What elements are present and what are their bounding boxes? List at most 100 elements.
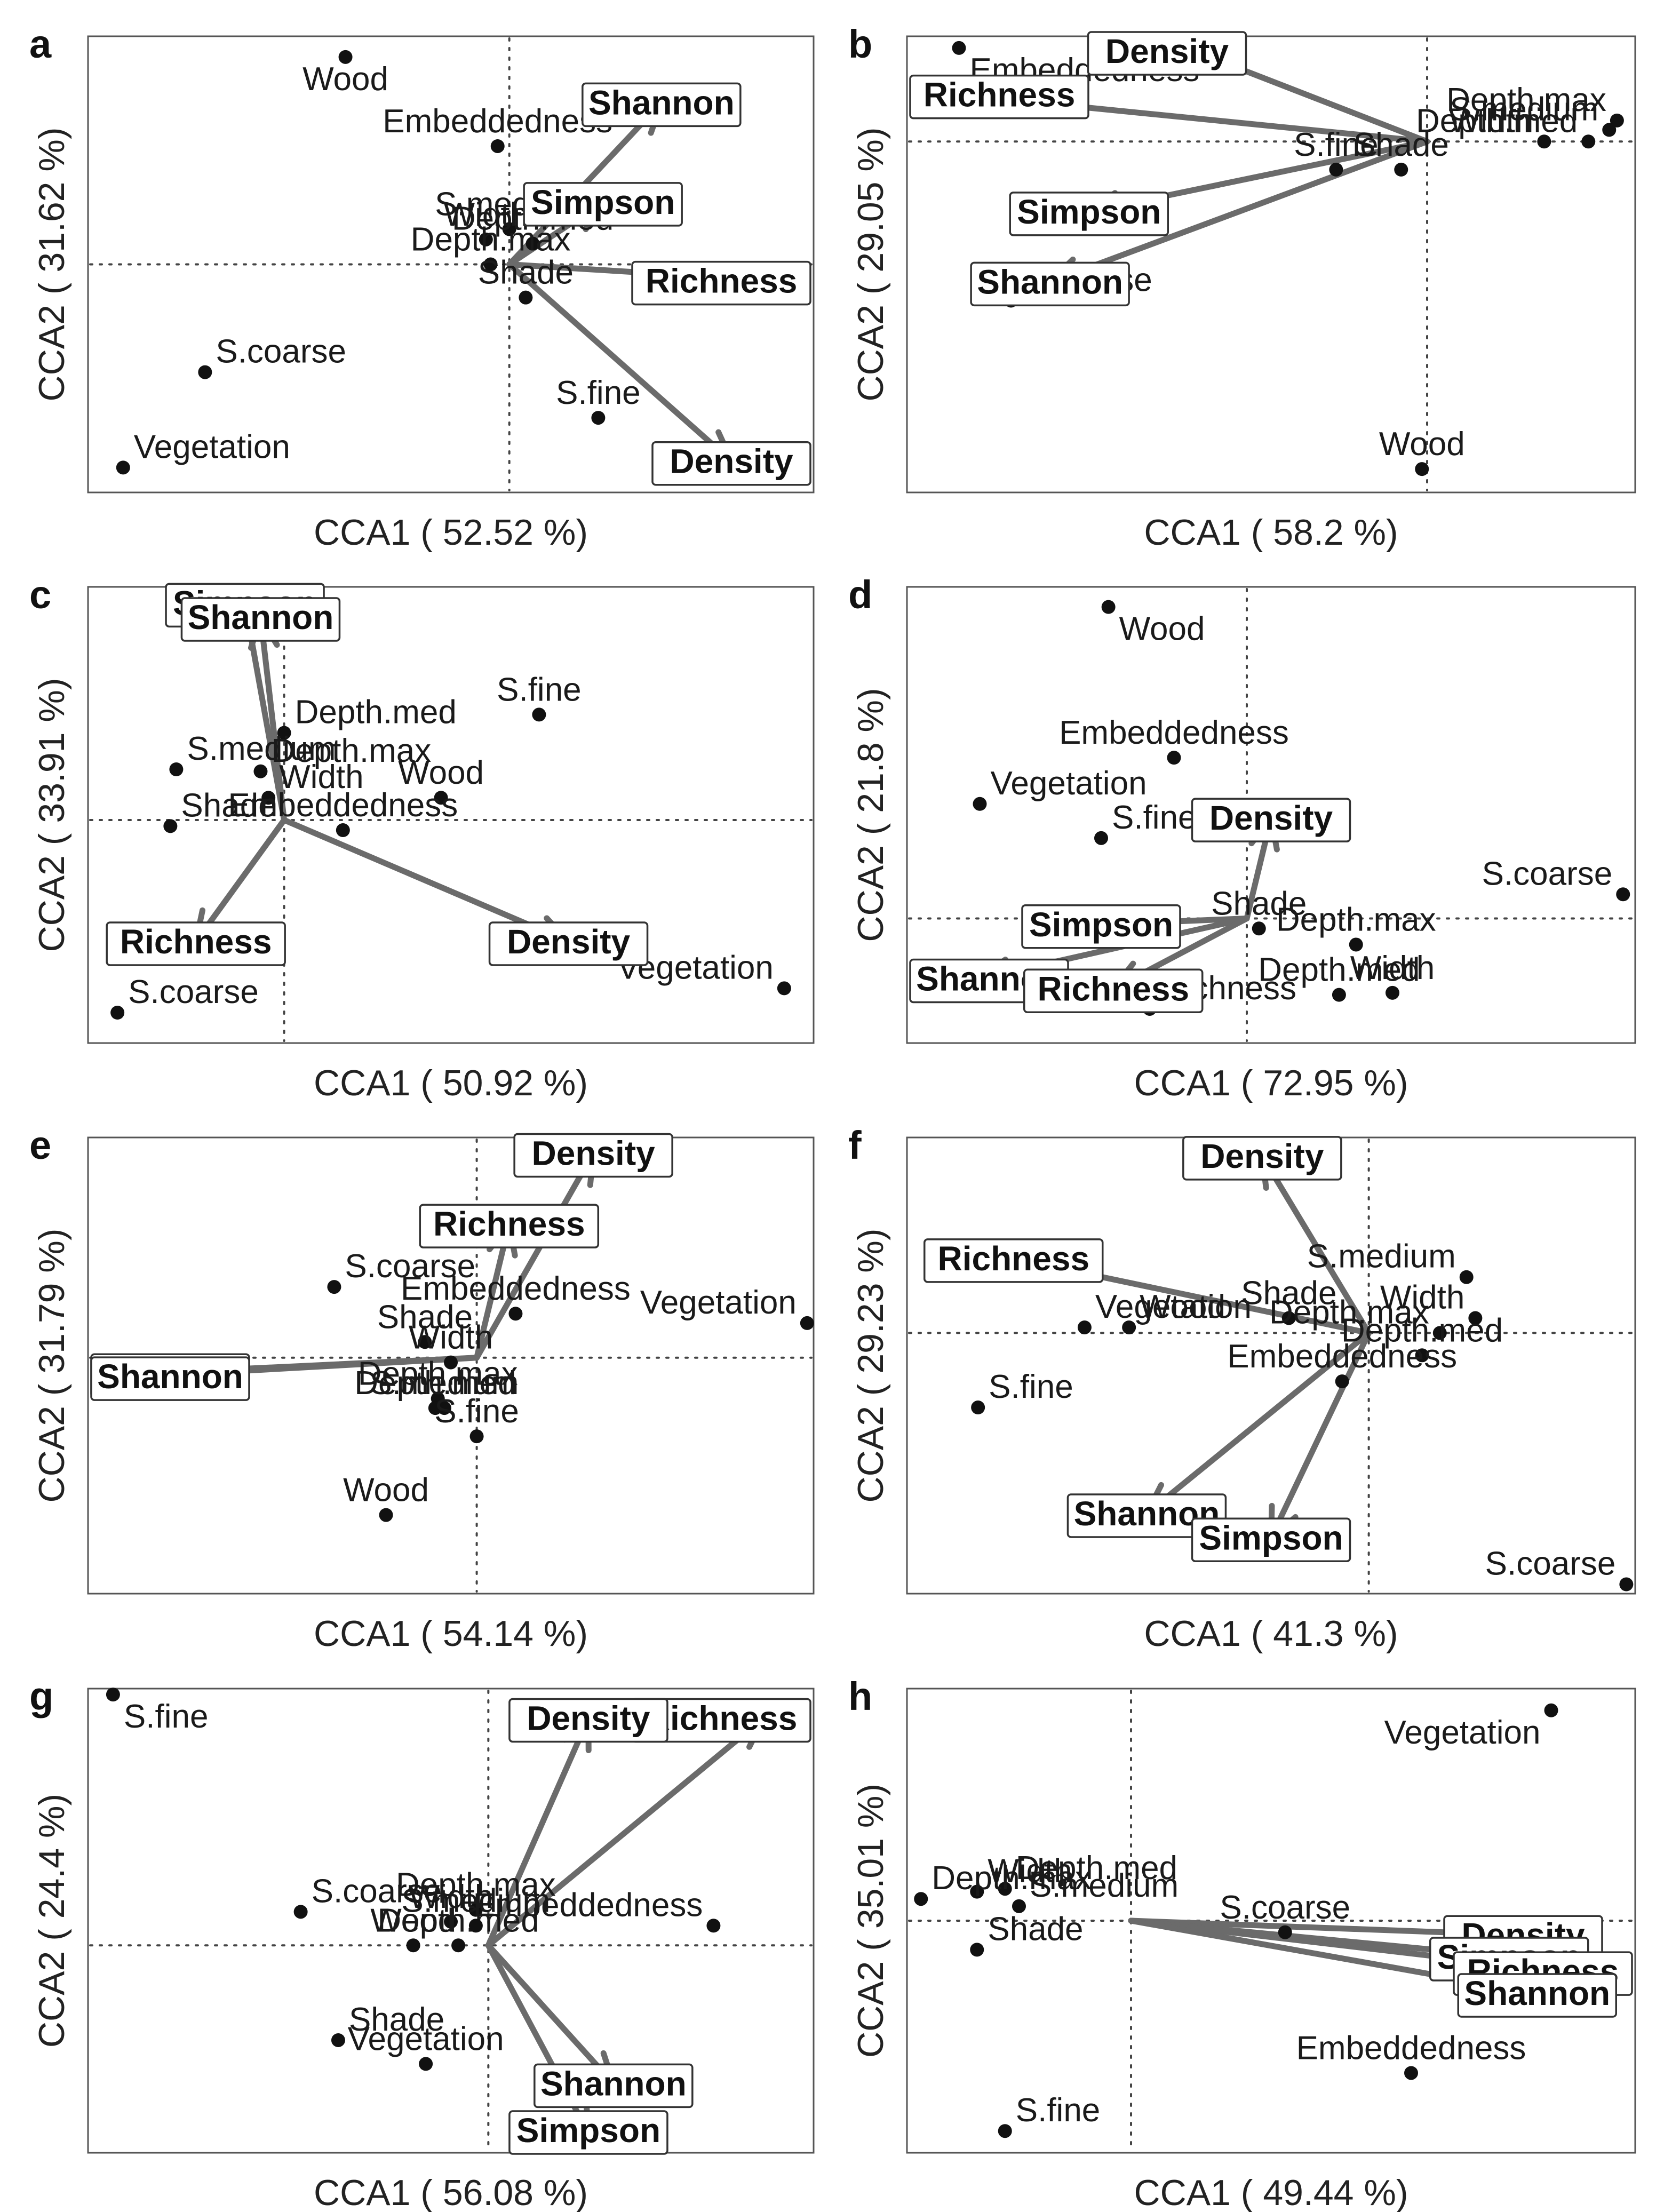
site-label: Embeddedness [401,1270,631,1307]
response-label-shannon: Shannon [1457,1973,1617,2018]
response-text: Shannon [97,1357,243,1396]
site-label: Width [409,1319,493,1356]
site-label: Embeddedness [383,103,612,140]
response-box [970,261,1130,307]
response-box [1182,1136,1342,1181]
y-axis-label: CCA2 ( 24.4 %) [31,1794,72,2048]
site-label: S.coarse [345,1248,475,1285]
response-box [651,441,811,486]
site-point [1386,985,1399,1000]
site-point [800,1316,814,1330]
site-point [1122,1320,1136,1334]
response-box [1023,968,1204,1014]
site-point [106,1688,120,1702]
response-box [1009,192,1169,236]
site-point [1459,1270,1474,1284]
y-axis-label: CCA2 ( 35.01 %) [850,1784,891,2058]
panel-letter: e [29,1123,51,1167]
site-label: Width [1449,102,1533,139]
site-point [338,50,353,64]
site-label: S.coarse [1482,855,1613,892]
site-label: Shade [181,787,276,824]
response-text: Simpson [531,183,675,221]
site-label: Shade [1241,1275,1336,1312]
response-box [631,260,811,306]
site-point [508,1307,523,1321]
site-label: Vegetation [640,1284,797,1321]
site-label: Wood [343,1472,429,1509]
panel-letter: b [848,22,872,66]
response-text: Simpson [516,2111,660,2150]
panel-letter: f [848,1123,862,1167]
site-label: Depth.max [1269,1294,1429,1331]
site-point [277,726,291,740]
response-box [523,182,683,227]
response-label-density: Density [1191,798,1351,842]
response-label-density: Density [1087,31,1247,76]
site-point [1619,1577,1634,1592]
response-label-simpson: Simpson [523,182,683,227]
x-axis-label: CCA1 ( 58.2 %) [1144,512,1398,553]
response-box [508,2110,668,2155]
site-point [451,1938,466,1953]
site-label: Depth.max [271,733,431,769]
site-point [428,1401,442,1415]
response-box [1191,798,1351,842]
site-label: S.fine [556,375,641,411]
plot-frame [87,35,815,494]
site-point [163,819,178,833]
site-point [998,1882,1012,1896]
panel-letter: g [29,1674,53,1718]
site-label: Depth.med [295,694,457,731]
site-label: S.fine [1294,126,1379,163]
site-label: Depth.max [932,1860,1092,1897]
site-point [1094,831,1108,845]
site-label: Shade [377,1299,473,1335]
site-label: Shade [478,254,574,291]
response-text: Richness [646,1699,798,1738]
response-text: Shannon [977,262,1123,301]
site-label: S.fine [124,1698,209,1735]
response-box [419,1204,600,1248]
response-label-simpson: Simpson [1191,1517,1351,1563]
site-label: Depth.med [1258,952,1420,989]
site-label: S.fine [497,671,582,708]
site-point [1278,1925,1292,1939]
site-point [406,1938,420,1953]
site-label: Depth.med [1341,1312,1503,1349]
site-point [1349,937,1363,952]
site-label: S.coarse [312,1873,442,1909]
site-point [468,1903,483,1917]
site-label: Embeddedness [1059,714,1289,751]
site-label: S.medium [1307,1238,1456,1275]
site-point [418,1335,432,1349]
site-point [591,411,606,425]
site-label: Width [279,759,363,795]
x-axis-label: CCA1 ( 49.44 %) [1134,2173,1408,2212]
panel-letter: d [848,572,872,617]
site-label: S.coarse [128,974,259,1010]
response-label-simpson: Simpson [1009,192,1169,236]
response-label-richness: Richness [1023,968,1204,1014]
site-label: Wood [1140,1288,1225,1325]
site-point [1167,751,1181,765]
site-label: S.fine [1112,799,1197,836]
site-point [253,764,268,778]
site-point [1537,134,1551,149]
response-label-shannon: Shannon [534,2063,694,2108]
response-label-density: Density [508,1698,668,1743]
site-point [419,2057,433,2071]
site-point [1468,1311,1483,1325]
site-point [914,1892,928,1906]
panel-a: WoodEmbeddednessS.mediumWidthDepth.medDe… [29,22,815,553]
site-label: S.fine [434,1393,519,1430]
panel-letter: h [848,1674,872,1718]
site-point [490,139,505,153]
site-point [198,365,212,379]
plot-frame [906,1688,1636,2154]
arrow-density [474,1150,596,1361]
site-point [479,232,493,246]
response-text: Density [670,442,793,481]
